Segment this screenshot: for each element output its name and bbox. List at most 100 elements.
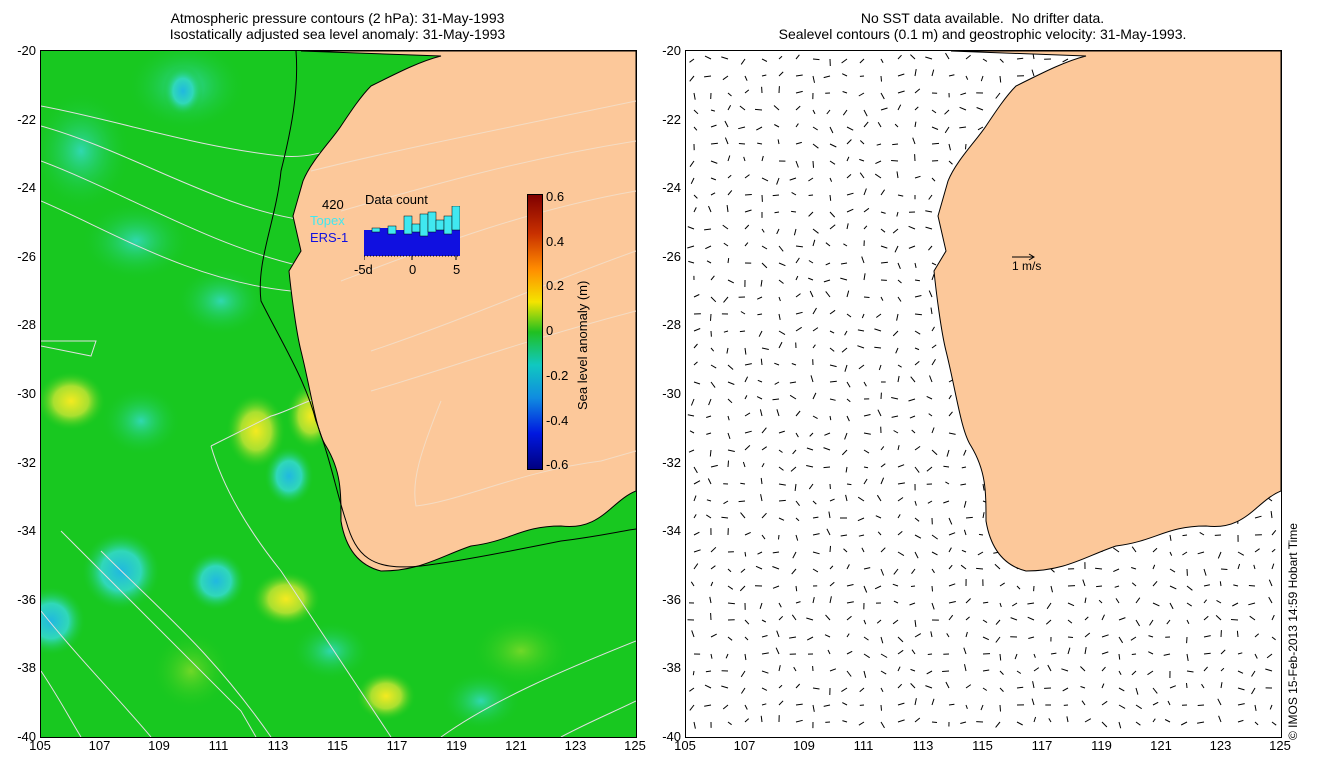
velocity-arrow bbox=[858, 364, 865, 370]
velocity-arrow bbox=[925, 685, 933, 689]
right-map-lat-tick: -26 bbox=[662, 248, 681, 264]
velocity-arrow bbox=[693, 294, 700, 298]
velocity-arrow bbox=[761, 635, 768, 638]
sea-level-anomaly-map[interactable] bbox=[40, 50, 637, 738]
velocity-arrow bbox=[925, 56, 933, 60]
velocity-arrow bbox=[708, 398, 712, 406]
velocity-arrow bbox=[931, 568, 935, 574]
velocity-arrow bbox=[740, 311, 746, 315]
velocity-arrow bbox=[1050, 585, 1053, 593]
velocity-arrow bbox=[793, 228, 797, 236]
velocity-arrow bbox=[760, 279, 763, 287]
velocity-arrow bbox=[931, 585, 933, 592]
velocity-arrow bbox=[710, 581, 714, 587]
velocity-arrow bbox=[1135, 704, 1142, 710]
velocity-arrow bbox=[795, 585, 798, 592]
velocity-arrow bbox=[727, 279, 735, 284]
velocity-arrow bbox=[727, 721, 732, 726]
velocity-arrow bbox=[914, 175, 921, 179]
velocity-arrow bbox=[693, 495, 697, 502]
velocity-arrow bbox=[738, 500, 746, 503]
velocity-arrow bbox=[1118, 653, 1121, 660]
velocity-arrow bbox=[1169, 602, 1174, 610]
velocity-arrow bbox=[1237, 551, 1245, 556]
left-map-lon-tick: 111 bbox=[208, 738, 229, 753]
velocity-arrow bbox=[829, 224, 836, 230]
velocity-arrow bbox=[693, 563, 699, 570]
velocity-arrow bbox=[810, 375, 814, 383]
topex-count-bar bbox=[419, 213, 429, 237]
velocity-arrow bbox=[874, 328, 882, 332]
velocity-arrow bbox=[910, 668, 916, 672]
velocity-arrow bbox=[710, 124, 717, 128]
left-map-lon-tick: 105 bbox=[29, 738, 51, 753]
ers1-count-bar bbox=[412, 232, 420, 256]
velocity-arrow bbox=[1271, 636, 1276, 641]
velocity-arrow bbox=[710, 160, 718, 164]
velocity-arrow bbox=[824, 634, 831, 638]
right-map-lat-tick: -34 bbox=[662, 523, 681, 539]
velocity-arrow bbox=[740, 670, 746, 678]
velocity-arrow bbox=[778, 330, 786, 336]
velocity-arrow bbox=[791, 568, 797, 575]
velocity-arrow bbox=[1084, 647, 1087, 655]
velocity-arrow bbox=[778, 430, 785, 434]
velocity-arrow bbox=[965, 54, 971, 60]
velocity-arrow bbox=[778, 341, 783, 349]
velocity-arrow bbox=[1152, 547, 1158, 553]
velocity-arrow bbox=[931, 534, 938, 540]
velocity-arrow bbox=[829, 194, 832, 201]
velocity-arrow bbox=[1047, 664, 1052, 672]
velocity-arrow bbox=[1061, 668, 1069, 672]
velocity-arrow bbox=[1152, 580, 1158, 587]
velocity-arrow bbox=[1237, 703, 1245, 706]
velocity-arrow bbox=[795, 500, 800, 507]
velocity-arrow bbox=[778, 55, 783, 60]
left-map-lon-tick: 123 bbox=[564, 738, 587, 753]
topex-count-bar bbox=[411, 223, 421, 233]
velocity-arrow bbox=[1115, 598, 1120, 604]
velocity-arrow bbox=[963, 647, 967, 655]
velocity-arrow bbox=[1101, 721, 1108, 728]
velocity-arrow bbox=[1169, 685, 1176, 689]
velocity-arrow bbox=[963, 449, 967, 456]
velocity-arrow bbox=[914, 698, 917, 706]
velocity-arrow bbox=[891, 160, 899, 162]
colorbar-tick: 0.4 bbox=[546, 233, 565, 249]
velocity-arrow bbox=[705, 245, 712, 250]
velocity-arrow bbox=[772, 566, 780, 570]
left-map-lat-tick: -20 bbox=[17, 43, 36, 58]
velocity-arrow bbox=[982, 483, 985, 491]
geostrophic-velocity-map[interactable]: 1 m/s bbox=[685, 50, 1282, 738]
right-map-lon-tick: 109 bbox=[793, 738, 815, 753]
velocity-arrow bbox=[825, 614, 831, 621]
velocity-arrow bbox=[723, 500, 729, 505]
velocity-arrow bbox=[795, 141, 802, 145]
velocity-arrow bbox=[693, 194, 698, 199]
velocity-arrow bbox=[880, 670, 887, 675]
velocity-arrow bbox=[863, 381, 867, 387]
velocity-arrow bbox=[722, 75, 729, 81]
velocity-arrow bbox=[1084, 718, 1092, 723]
topex-count-bar bbox=[387, 225, 397, 235]
velocity-arrow bbox=[914, 445, 921, 451]
velocity-arrow bbox=[925, 210, 933, 213]
velocity-arrow bbox=[760, 358, 763, 366]
velocity-arrow bbox=[874, 585, 882, 590]
velocity-arrow bbox=[1028, 636, 1035, 639]
velocity-arrow bbox=[861, 313, 865, 319]
velocity-arrow bbox=[914, 517, 920, 522]
velocity-arrow bbox=[965, 704, 968, 709]
velocity-arrow bbox=[761, 619, 767, 623]
velocity-arrow bbox=[727, 568, 732, 573]
velocity-arrow bbox=[778, 602, 782, 608]
velocity-arrow bbox=[1237, 719, 1244, 723]
left-map-lon-tick: 125 bbox=[624, 738, 646, 753]
velocity-arrow bbox=[829, 596, 832, 604]
velocity-arrow bbox=[846, 381, 851, 388]
velocity-arrow bbox=[999, 687, 1004, 692]
velocity-arrow bbox=[774, 211, 780, 214]
velocity-arrow bbox=[897, 702, 905, 706]
velocity-arrow bbox=[761, 687, 768, 691]
velocity-arrow bbox=[710, 653, 713, 659]
